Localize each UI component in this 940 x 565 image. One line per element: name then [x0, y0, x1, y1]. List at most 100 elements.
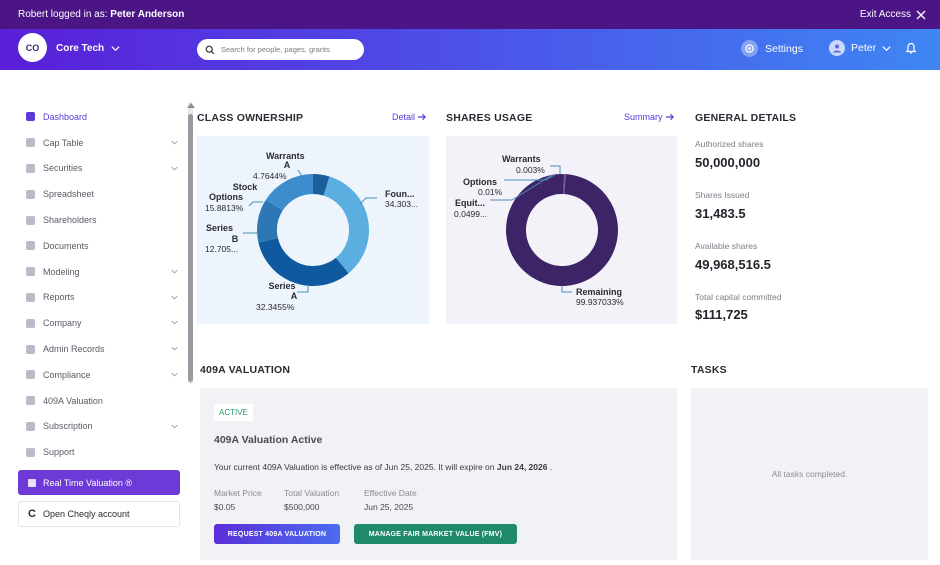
global-search[interactable]	[197, 39, 364, 60]
chevron-down-icon	[171, 424, 178, 429]
ownership-slice-0[interactable]	[313, 174, 330, 196]
series-a-value: 32.3455%	[256, 302, 295, 312]
dashboard-icon	[26, 112, 35, 122]
usage-equity-label: Equit...	[455, 198, 485, 208]
effective-date-value: Jun 25, 2025	[364, 502, 414, 512]
sidebar-item-label: Spreadsheet	[43, 189, 95, 200]
scrollbar-thumb[interactable]	[188, 114, 193, 382]
sidebar-item-subscription[interactable]: Subscription	[18, 414, 182, 440]
company-icon	[26, 318, 35, 328]
request-409a-button[interactable]: REQUEST 409A VALUATION	[214, 524, 340, 544]
ownership-slice-4[interactable]	[265, 174, 313, 211]
compliance-icon	[26, 370, 35, 380]
market-price-value: $0.05	[214, 502, 236, 512]
cheqly-logo-icon: C	[28, 508, 36, 520]
arrow-right-icon	[665, 113, 674, 121]
usage-slice-0[interactable]	[505, 173, 618, 286]
sidebar-item-dashboard[interactable]: Dashboard	[18, 104, 182, 130]
manage-fmv-button[interactable]: MANAGE FAIR MARKET VALUE (FMV)	[354, 524, 517, 544]
founders-leader-line	[359, 197, 377, 205]
sidebar-item-label: Securities	[43, 163, 83, 174]
settings-button[interactable]: Settings	[741, 40, 803, 57]
series-b-label: Series	[206, 223, 233, 233]
warrants-a-label: Warrants	[266, 151, 305, 161]
sidebar-item-label: Documents	[43, 240, 89, 251]
available-shares-value: 49,968,516.5	[695, 257, 771, 272]
exit-access-button[interactable]: Exit Access	[860, 9, 926, 20]
chevron-down-icon	[171, 269, 178, 274]
class-ownership-donut-chart: WarrantsA4.7644%Foun...34.303...SeriesA3…	[205, 151, 418, 312]
company-logo[interactable]: CO	[18, 33, 47, 62]
sidebar-item-documents[interactable]: Documents	[18, 233, 182, 259]
sidebar-item-modeling[interactable]: Modeling	[18, 259, 182, 285]
effective-date-label: Effective Date	[364, 488, 417, 498]
sidebar-item-409a-valuation[interactable]: 409A Valuation	[18, 388, 182, 414]
documents-icon	[26, 241, 35, 251]
modeling-icon	[26, 267, 35, 277]
sidebar-item-label: Shareholders	[43, 215, 97, 226]
chart-icon	[28, 478, 36, 487]
ownership-slice-3[interactable]	[257, 199, 283, 243]
usage-equity-leader-line	[490, 174, 553, 201]
valuation-text-suffix: .	[549, 462, 553, 472]
shares-usage-summary-link[interactable]: Summary	[624, 112, 675, 122]
valuation-text-prefix: Your current 409A Valuation is effective…	[214, 462, 495, 472]
usage-slice-3[interactable]	[563, 174, 566, 195]
usage-slice-2[interactable]	[563, 174, 566, 195]
sidebar-scrollbar[interactable]	[188, 102, 193, 384]
sidebar-item-label: Company	[43, 318, 82, 329]
company-switcher[interactable]: Core Tech	[56, 43, 120, 54]
sidebar-item-reports[interactable]: Reports	[18, 285, 182, 311]
search-input[interactable]	[221, 45, 351, 54]
valuation-expire-date: Jun 24, 2026	[496, 462, 548, 472]
status-badge: ACTIVE	[214, 404, 253, 421]
chevron-down-icon	[111, 46, 120, 52]
sidebar-item-admin-records[interactable]: Admin Records	[18, 336, 182, 362]
sidebar-item-label: Subscription	[43, 421, 93, 432]
user-menu[interactable]: Peter	[829, 40, 891, 56]
open-cheqly-button[interactable]: C Open Cheqly account	[18, 501, 180, 527]
chevron-down-icon	[171, 346, 178, 351]
warrants-a-label: A	[284, 160, 291, 170]
sidebar-item-compliance[interactable]: Compliance	[18, 362, 182, 388]
409a-valuation-icon	[26, 396, 35, 406]
chevron-down-icon	[171, 166, 178, 171]
sidebar-item-support[interactable]: Support	[18, 439, 182, 465]
sidebar-item-spreadsheet[interactable]: Spreadsheet	[18, 181, 182, 207]
authorized-shares-value: 50,000,000	[695, 155, 761, 170]
sidebar-item-label: Modeling	[43, 266, 80, 277]
sidebar-item-cap-table[interactable]: Cap Table	[18, 130, 182, 156]
series-b-label: B	[232, 234, 239, 244]
chevron-down-icon	[171, 295, 178, 300]
bell-icon[interactable]	[905, 42, 917, 55]
ownership-slice-1[interactable]	[323, 176, 369, 274]
series-a-leader-line	[297, 284, 309, 293]
series-a-label: Series	[268, 281, 295, 291]
sidebar-item-shareholders[interactable]: Shareholders	[18, 207, 182, 233]
stock-options-label: Options	[209, 192, 243, 202]
class-ownership-chart-card: Warrants A 4.7644% Foun... 34.303... Series A 3…	[197, 136, 429, 324]
impersonation-text: Robert logged in as: Peter Anderson	[18, 9, 184, 20]
shares-issued-label: Shares Issued	[695, 190, 750, 200]
founders-label: Foun...	[385, 189, 415, 199]
usage-remaining-value: 99.937033%	[576, 297, 624, 307]
usage-slice-1[interactable]	[563, 174, 565, 195]
sidebar-item-company[interactable]: Company	[18, 310, 182, 336]
sidebar-item-securities[interactable]: Securities	[18, 156, 182, 182]
subscription-icon	[26, 421, 35, 431]
usage-remaining-leader-line	[561, 286, 572, 293]
shares-usage-title: SHARES USAGE	[446, 112, 533, 124]
spreadsheet-icon	[26, 189, 35, 199]
ownership-slice-2[interactable]	[258, 238, 349, 286]
sidebar-item-label: Reports	[43, 292, 75, 303]
search-icon	[205, 45, 215, 54]
scroll-up-arrow-icon[interactable]	[187, 103, 195, 108]
close-icon	[916, 10, 926, 19]
gear-icon	[741, 40, 758, 57]
total-valuation-value: $500,000	[284, 502, 320, 512]
founders-value: 34.303...	[385, 199, 418, 209]
real-time-valuation-button[interactable]: Real Time Valuation ®	[18, 470, 180, 495]
class-ownership-detail-link[interactable]: Detail	[392, 112, 427, 122]
app-header: CO Core Tech Settings Peter	[0, 29, 940, 70]
